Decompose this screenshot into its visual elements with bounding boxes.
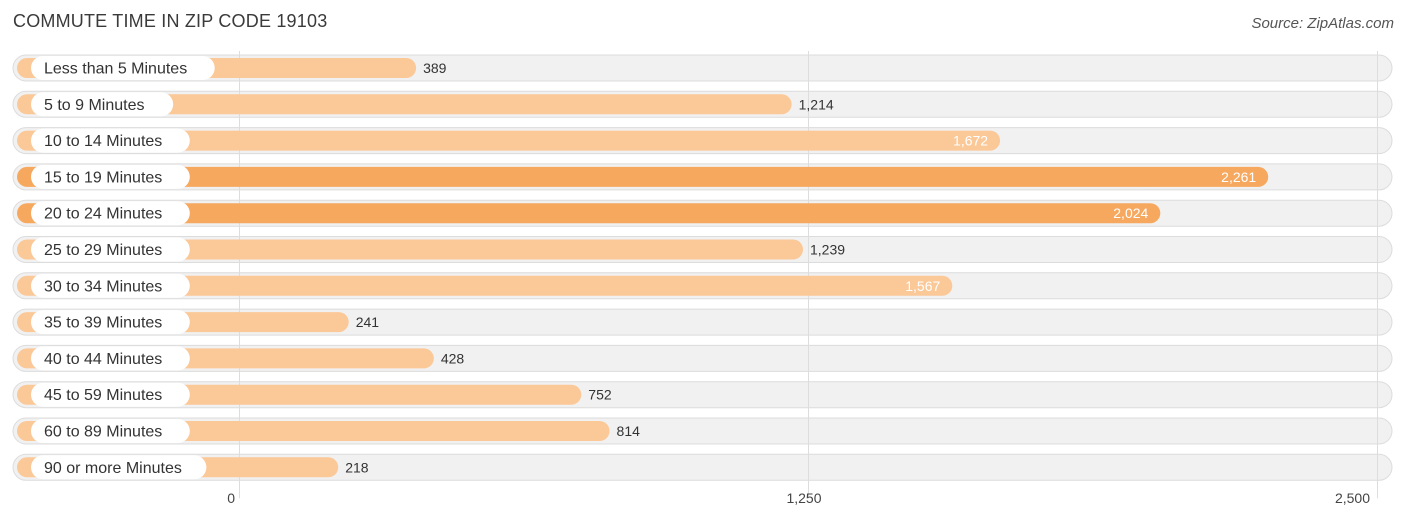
bar[interactable] [17,166,1269,187]
value-label: 1,567 [905,278,940,294]
bars: Less than 5 Minutes 389 5 to 9 Minutes 1,21… [17,56,1269,480]
category-pill [31,56,215,80]
x-tick-label: 2,500 [1335,490,1370,506]
chart-title: COMMUTE TIME IN ZIP CODE 19103 [13,11,328,31]
category-pill [31,310,190,335]
value-label: 1,214 [799,96,834,112]
category-label: 40 to 44 Minutes [44,351,162,368]
value-label: 389 [423,60,447,76]
bar[interactable] [17,275,953,296]
category-label: 60 to 89 Minutes [44,424,162,441]
category-pill [31,237,190,262]
category-label: 20 to 24 Minutes [44,206,162,223]
bar[interactable] [17,239,803,260]
row-background [12,453,1393,481]
category-label: 5 to 9 Minutes [44,97,145,114]
category-label: 10 to 14 Minutes [44,133,162,150]
value-label: 1,672 [953,133,988,149]
category-label: 15 to 19 Minutes [44,169,162,186]
category-pill [31,201,190,226]
category-pill [31,419,190,443]
x-tick-label: 0 [227,490,235,506]
category-pill [31,164,190,189]
category-pill [31,455,207,480]
category-pill [31,382,190,407]
category-pill [31,346,190,371]
bar[interactable] [17,130,1001,151]
source-label: Source: ZipAtlas.com [1251,15,1394,32]
value-label: 1,239 [810,242,845,258]
value-label: 2,261 [1221,169,1256,185]
bar[interactable] [17,203,1161,224]
category-label: 25 to 29 Minutes [44,242,162,259]
value-label: 218 [345,459,369,475]
row-backgrounds [12,54,1393,481]
value-label: 241 [356,314,380,330]
category-label: 90 or more Minutes [44,460,182,477]
value-label: 2,024 [1113,205,1148,221]
value-label: 814 [617,423,641,439]
bar[interactable] [17,94,792,115]
category-pill [31,273,190,298]
category-label: 45 to 59 Minutes [44,387,162,404]
category-pill [31,128,190,153]
category-pill [31,92,174,117]
x-tick-label: 1,250 [786,490,821,506]
x-axis-ticks: 0 1,250 2,500 [227,490,1370,506]
category-label: 35 to 39 Minutes [44,315,162,332]
category-label: Less than 5 Minutes [44,61,187,78]
category-label: 30 to 34 Minutes [44,278,162,295]
value-label: 428 [441,350,465,366]
row-background [12,308,1393,336]
value-label: 752 [588,387,612,403]
